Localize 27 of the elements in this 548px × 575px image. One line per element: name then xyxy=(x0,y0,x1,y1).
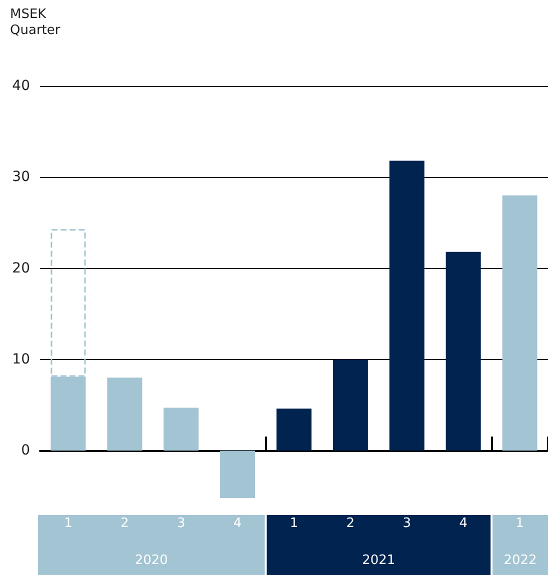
y-axis-title: MSEK xyxy=(10,7,47,22)
y-tick-label: 0 xyxy=(21,442,30,459)
y-tick-label: 10 xyxy=(12,351,30,368)
bar xyxy=(164,408,199,451)
y-tick-label: 30 xyxy=(12,169,30,186)
x-tick-label: 1 xyxy=(290,516,298,531)
text: 2022 xyxy=(504,553,537,568)
x-tick-label: 3 xyxy=(402,516,412,531)
y-tick-label: 40 xyxy=(12,78,30,94)
x-tick-label: 1 xyxy=(516,516,524,531)
x-tick-label: 4 xyxy=(233,516,242,531)
x-tick-label: 2 xyxy=(120,516,129,531)
text: 2021 xyxy=(362,553,396,568)
y-tick-label: 20 xyxy=(12,260,30,276)
bar xyxy=(502,195,538,451)
x-axis-title: Quarter xyxy=(10,23,61,38)
x-tick-label: 3 xyxy=(176,516,186,531)
x-tick-label: 1 xyxy=(64,516,72,531)
bar xyxy=(220,450,256,498)
x-tick-label: 2 xyxy=(346,516,355,531)
bar xyxy=(276,408,312,451)
bar xyxy=(107,378,142,451)
text: 2020 xyxy=(134,553,168,568)
bar xyxy=(389,160,424,451)
bar xyxy=(332,359,368,451)
bar xyxy=(446,252,481,451)
x-tick-label: 4 xyxy=(459,516,468,531)
